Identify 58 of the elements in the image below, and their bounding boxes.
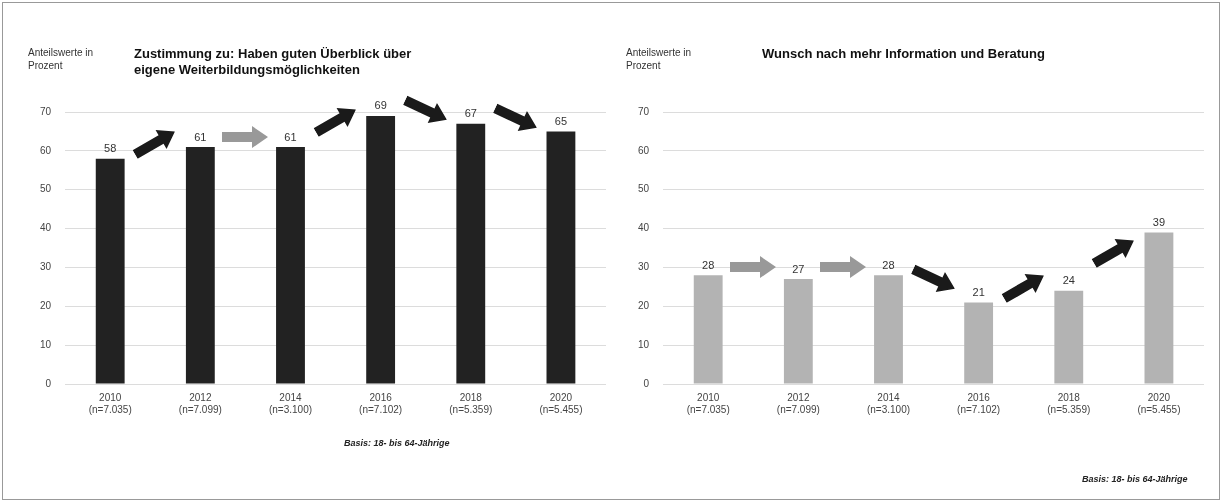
x-tick-label: 2014 (n=3.100) <box>866 391 911 415</box>
x-tick-label: 2010 (n=7.035) <box>88 391 132 415</box>
bar <box>546 131 576 384</box>
x-tick-label: 2018 (n=5.359) <box>1047 391 1091 415</box>
y-tick-label: 30 <box>40 261 52 273</box>
y-tick-label: 40 <box>40 222 52 234</box>
y-axis-title: Anteilswerte in Prozent <box>626 46 693 72</box>
y-tick-label: 60 <box>40 144 52 156</box>
y-tick-label: 50 <box>638 183 650 195</box>
y-tick-label: 60 <box>638 144 650 156</box>
x-tick-label: 2016 (n=7.102) <box>957 391 1001 415</box>
data-label: 39 <box>1152 215 1166 228</box>
data-label: 24 <box>1062 274 1075 287</box>
text: Basis: 18- bis 64-Jährige <box>344 438 450 448</box>
data-label: 28 <box>702 258 715 271</box>
x-tick-label: 2020 (n=5.455) <box>1137 391 1181 415</box>
y-tick-label: 40 <box>638 222 650 234</box>
x-tick-label: 2010 (n=7.035) <box>686 391 730 415</box>
bar <box>366 115 396 384</box>
bar <box>783 279 813 384</box>
y-tick-label: 70 <box>638 105 650 117</box>
y-tick-label: 0 <box>45 377 52 389</box>
data-label: 67 <box>464 107 477 120</box>
x-tick-label: 2016 (n=7.102) <box>359 391 403 415</box>
y-tick-label: 10 <box>40 338 52 350</box>
y-tick-label: 20 <box>638 300 650 312</box>
data-label: 65 <box>554 114 568 127</box>
y-tick-label: 70 <box>40 105 52 117</box>
y-tick-label: 30 <box>638 261 650 273</box>
bar <box>693 275 723 384</box>
bar <box>1054 290 1084 384</box>
bar <box>185 146 215 384</box>
bar <box>456 123 486 384</box>
y-axis-title: Anteilswerte in Prozent <box>28 46 95 72</box>
data-label: 61 <box>194 130 207 143</box>
y-tick-label: 20 <box>40 300 52 312</box>
data-label: 28 <box>882 258 895 271</box>
bar <box>1144 232 1174 384</box>
bar <box>874 275 903 384</box>
x-tick-label: 2012 (n=7.099) <box>776 391 820 415</box>
x-tick-label: 2014 (n=3.100) <box>268 391 313 415</box>
data-label: 27 <box>792 262 805 275</box>
chart-title: Zustimmung zu: Haben guten Überblick über eigene Weiterbildungsmöglichkeiten <box>134 46 413 78</box>
bar <box>964 302 994 384</box>
chart-title: Wunsch nach mehr Information und Beratung <box>762 46 1046 62</box>
data-label: 58 <box>104 142 117 155</box>
bar <box>95 158 125 384</box>
y-tick-label: 0 <box>643 377 650 389</box>
y-tick-label: 10 <box>638 338 650 350</box>
data-label: 69 <box>374 99 387 112</box>
x-tick-label: 2012 (n=7.099) <box>178 391 222 415</box>
y-tick-label: 50 <box>40 183 52 195</box>
data-label: 61 <box>284 130 297 143</box>
x-tick-label: 2020 (n=5.455) <box>539 391 583 415</box>
bar <box>276 146 305 384</box>
data-label: 21 <box>972 285 985 298</box>
text: Basis: 18- bis 64-Jährige <box>1082 474 1188 484</box>
x-tick-label: 2018 (n=5.359) <box>449 391 493 415</box>
